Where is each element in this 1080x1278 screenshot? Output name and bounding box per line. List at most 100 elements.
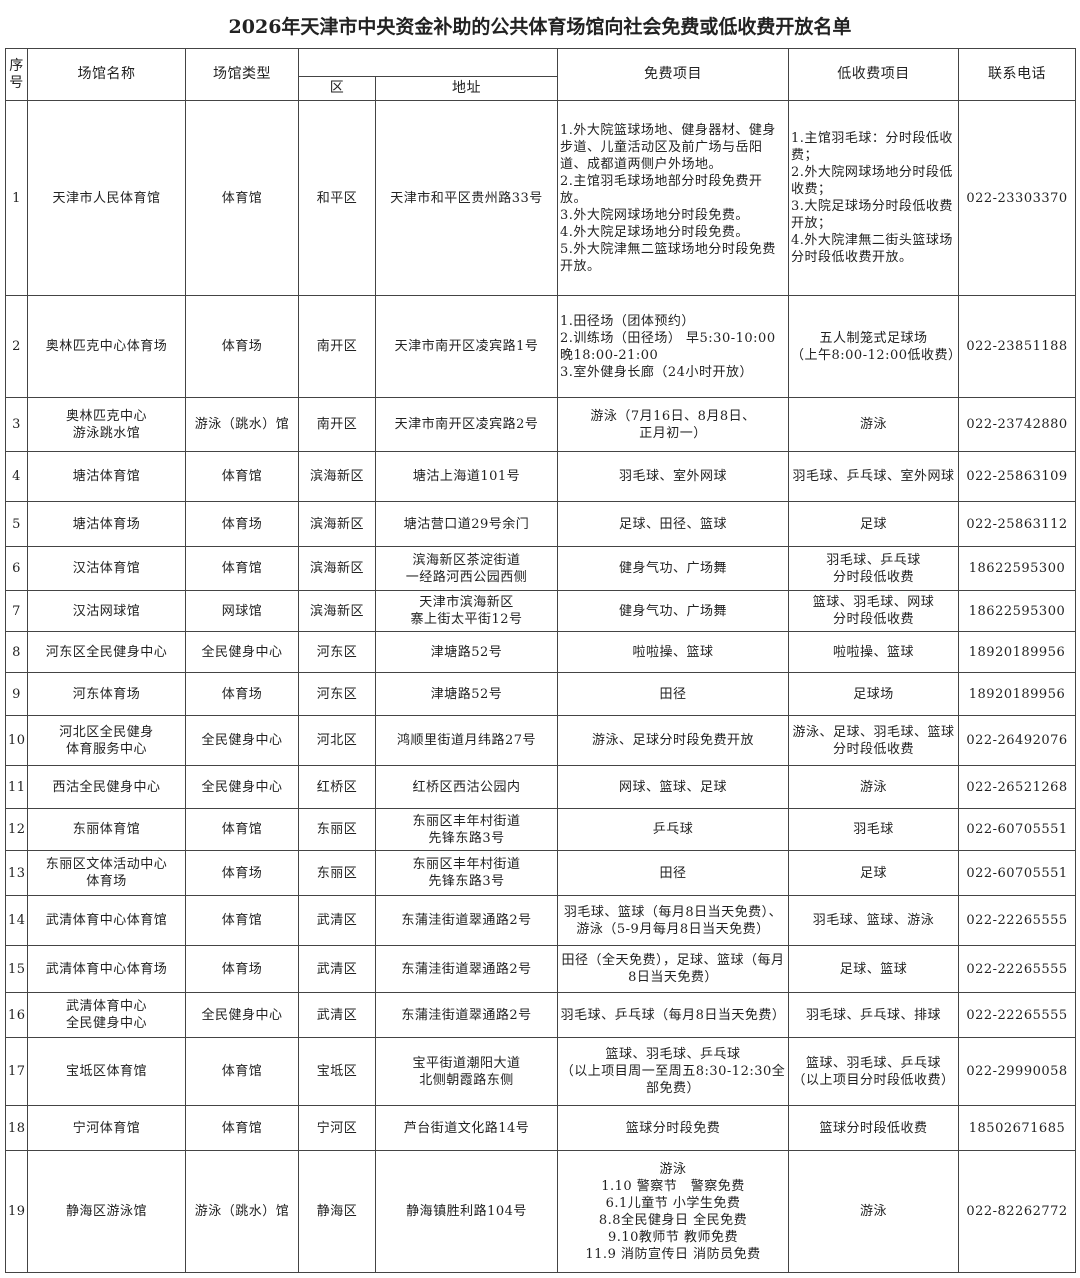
cell-low: 游泳、足球、羽毛球、篮球分时段低收费 bbox=[788, 715, 959, 766]
cell-address: 红桥区西沽公园内 bbox=[375, 765, 558, 809]
cell-address: 东蒲洼街道翠通路2号 bbox=[375, 992, 558, 1038]
header-low: 低收费项目 bbox=[788, 48, 959, 101]
table-row: 4 塘沽体育馆 体育馆 滨海新区 塘沽上海道101号 羽毛球、室外网球 羽毛球、乒乓球、室外… bbox=[5, 451, 1076, 502]
cell-district: 武清区 bbox=[298, 992, 376, 1038]
cell-district: 滨海新区 bbox=[298, 590, 376, 632]
table-row: 16 武清体育中心 全民健身中心 全民健身中心 武清区 东蒲洼街道翠通路2号 羽毛球、乒乓… bbox=[5, 992, 1076, 1038]
cell-low: 足球 bbox=[788, 850, 959, 896]
cell-district: 滨海新区 bbox=[298, 546, 376, 591]
table-row: 3 奥林匹克中心 游泳跳水馆 游泳（跳水）馆 南开区 天津市南开区凌宾路2号 游泳（7月1… bbox=[5, 397, 1076, 452]
cell-address: 东蒲洼街道翠通路2号 bbox=[375, 945, 558, 993]
table-row: 18 宁河体育馆 体育馆 宁河区 芦台街道文化路14号 篮球分时段免费 篮球分时段低收费 18… bbox=[5, 1105, 1076, 1151]
cell-name: 奥林匹克中心体育场 bbox=[27, 295, 186, 398]
cell-district: 东丽区 bbox=[298, 808, 376, 851]
cell-type: 全民健身中心 bbox=[185, 992, 299, 1038]
cell-type: 体育馆 bbox=[185, 895, 299, 946]
cell-type: 体育场 bbox=[185, 672, 299, 716]
cell-free: 游泳、足球分时段免费开放 bbox=[557, 715, 789, 766]
cell-free: 乒乓球 bbox=[557, 808, 789, 851]
table-row: 14 武清体育中心体育馆 体育馆 武清区 东蒲洼街道翠通路2号 羽毛球、篮球（每月8日当天… bbox=[5, 895, 1076, 946]
venue-table: 序 号 场馆名称 场馆类型 免费项目 低收费项目 联系电话 区 地址 1 天津市人… bbox=[5, 48, 1076, 1273]
header-phone: 联系电话 bbox=[958, 48, 1076, 101]
cell-name: 河北区全民健身 体育服务中心 bbox=[27, 715, 186, 766]
cell-district: 宁河区 bbox=[298, 1105, 376, 1151]
cell-low: 羽毛球、乒乓球、室外网球 bbox=[788, 451, 959, 502]
cell-address: 津塘路52号 bbox=[375, 672, 558, 716]
cell-low: 足球场 bbox=[788, 672, 959, 716]
cell-free: 1.外大院篮球场地、健身器材、健身步道、儿童活动区及前广场与岳阳道、成都道两侧户… bbox=[557, 100, 789, 296]
cell-address: 天津市南开区凌宾路2号 bbox=[375, 397, 558, 452]
cell-type: 游泳（跳水）馆 bbox=[185, 397, 299, 452]
cell-low: 游泳 bbox=[788, 397, 959, 452]
cell-free: 羽毛球、乒乓球（每月8日当天免费） bbox=[557, 992, 789, 1038]
cell-low: 五人制笼式足球场 （上午8:00-12:00低收费） bbox=[788, 295, 961, 398]
cell-free: 游泳（7月16日、8月8日、 正月初一） bbox=[557, 397, 789, 452]
cell-address: 静海镇胜利路104号 bbox=[375, 1150, 558, 1273]
cell-address: 东蒲洼街道翠通路2号 bbox=[375, 895, 558, 946]
cell-name: 东丽体育馆 bbox=[27, 808, 186, 851]
cell-seq: 6 bbox=[5, 546, 28, 591]
header-free: 免费项目 bbox=[557, 48, 789, 101]
cell-seq: 19 bbox=[5, 1150, 28, 1273]
cell-district: 河东区 bbox=[298, 672, 376, 716]
cell-name: 塘沽体育场 bbox=[27, 501, 186, 547]
cell-address: 宝平街道潮阳大道 北侧朝霞路东侧 bbox=[375, 1037, 558, 1106]
cell-name: 汉沽网球馆 bbox=[27, 590, 186, 632]
cell-address: 东丽区丰年村街道 先锋东路3号 bbox=[375, 850, 558, 896]
cell-district: 武清区 bbox=[298, 945, 376, 993]
cell-name: 武清体育中心 全民健身中心 bbox=[27, 992, 186, 1038]
cell-type: 全民健身中心 bbox=[185, 715, 299, 766]
cell-name: 武清体育中心体育场 bbox=[27, 945, 186, 993]
cell-phone: 022-29990058 bbox=[958, 1037, 1076, 1106]
cell-phone: 022-23742880 bbox=[958, 397, 1076, 452]
cell-district: 南开区 bbox=[298, 397, 376, 452]
cell-address: 鸿顺里街道月纬路27号 bbox=[375, 715, 558, 766]
cell-address: 塘沽上海道101号 bbox=[375, 451, 558, 502]
cell-free: 篮球分时段免费 bbox=[557, 1105, 789, 1151]
cell-name: 天津市人民体育馆 bbox=[27, 100, 186, 296]
cell-district: 东丽区 bbox=[298, 850, 376, 896]
cell-phone: 022-25863109 bbox=[958, 451, 1076, 502]
cell-phone: 022-23303370 bbox=[958, 100, 1076, 296]
cell-phone: 18920189956 bbox=[958, 631, 1076, 673]
cell-low: 羽毛球、篮球、游泳 bbox=[788, 895, 959, 946]
cell-phone: 18920189956 bbox=[958, 672, 1076, 716]
cell-low: 啦啦操、篮球 bbox=[788, 631, 959, 673]
cell-free: 健身气功、广场舞 bbox=[557, 546, 789, 591]
cell-seq: 16 bbox=[5, 992, 28, 1038]
cell-type: 体育馆 bbox=[185, 100, 299, 296]
table-row: 6 汉沽体育馆 体育馆 滨海新区 滨海新区茶淀街道 一经路河西公园西侧 健身气功、广场舞羽… bbox=[5, 546, 1076, 591]
header-name: 场馆名称 bbox=[27, 48, 186, 101]
cell-phone: 18622595300 bbox=[958, 546, 1076, 591]
cell-name: 静海区游泳馆 bbox=[27, 1150, 186, 1273]
cell-free: 1.田径场（团体预约） 2.训练场（田径场） 早5:30-10:00 晚18:0… bbox=[557, 295, 789, 398]
cell-phone: 18502671685 bbox=[958, 1105, 1076, 1151]
cell-seq: 11 bbox=[5, 765, 28, 809]
table-row: 7 汉沽网球馆 网球馆 滨海新区 天津市滨海新区 寨上街太平街12号 健身气功、广场舞 篮球… bbox=[5, 590, 1076, 632]
header-district: 区 bbox=[298, 76, 376, 101]
cell-low: 篮球、羽毛球、网球 分时段低收费 bbox=[788, 590, 959, 632]
cell-free: 健身气功、广场舞 bbox=[557, 590, 789, 632]
cell-phone: 022-23851188 bbox=[958, 295, 1076, 398]
cell-name: 宁河体育馆 bbox=[27, 1105, 186, 1151]
document-title: 2026年天津市中央资金补助的公共体育场馆向社会免费或低收费开放名单 bbox=[228, 16, 852, 38]
cell-low: 羽毛球、乒乓球、排球 bbox=[788, 992, 959, 1038]
cell-low: 游泳 bbox=[788, 1150, 959, 1273]
table-row: 8 河东区全民健身中心 全民健身中心 河东区 津塘路52号 啦啦操、篮球 啦啦操、篮球 189… bbox=[5, 631, 1076, 673]
cell-phone: 022-26521268 bbox=[958, 765, 1076, 809]
header-address: 地址 bbox=[375, 76, 558, 101]
table-row: 1 天津市人民体育馆 体育馆 和平区 天津市和平区贵州路33号 1.外大院篮球场地、健身器… bbox=[5, 100, 1076, 296]
cell-seq: 9 bbox=[5, 672, 28, 716]
cell-district: 静海区 bbox=[298, 1150, 376, 1273]
header-type: 场馆类型 bbox=[185, 48, 299, 101]
cell-type: 体育场 bbox=[185, 501, 299, 547]
cell-district: 武清区 bbox=[298, 895, 376, 946]
table-row: 9 河东体育场 体育场 河东区 津塘路52号 田径 足球场 18920189956 bbox=[5, 672, 1076, 716]
cell-free: 网球、篮球、足球 bbox=[557, 765, 789, 809]
cell-seq: 17 bbox=[5, 1037, 28, 1106]
cell-seq: 2 bbox=[5, 295, 28, 398]
cell-seq: 3 bbox=[5, 397, 28, 452]
cell-seq: 5 bbox=[5, 501, 28, 547]
cell-name: 武清体育中心体育馆 bbox=[27, 895, 186, 946]
cell-free: 羽毛球、室外网球 bbox=[557, 451, 789, 502]
